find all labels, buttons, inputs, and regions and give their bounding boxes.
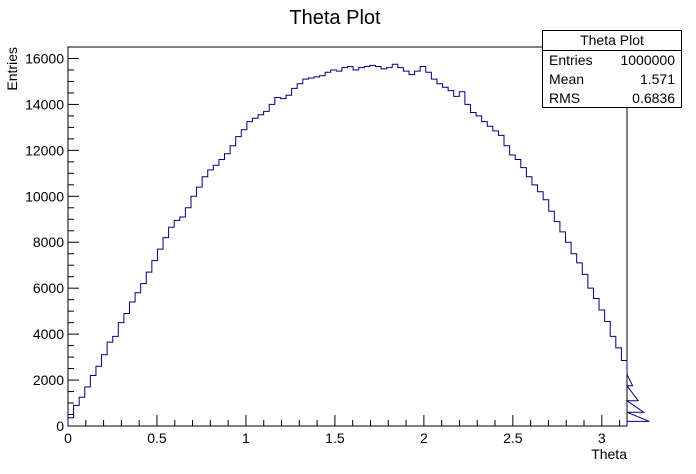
x-tick-label: 1 xyxy=(242,430,250,446)
y-tick-label: 4000 xyxy=(33,326,64,342)
y-tick-label: 2000 xyxy=(33,372,64,388)
y-tick-label: 16000 xyxy=(25,50,64,66)
x-axis-label: Theta xyxy=(591,446,627,462)
x-tick-label: 2.5 xyxy=(503,430,523,446)
plot-frame xyxy=(67,46,628,427)
stats-label: Mean xyxy=(549,71,585,87)
chart-title: Theta Plot xyxy=(289,7,381,29)
axes: 0 0.5 1 1.5 2 2.5 3 0 2000 4000 6000 8000 10000 12000… xyxy=(25,50,621,446)
stats-box: Theta Plot Entries 1000000 Mean 1.571 RM… xyxy=(542,30,682,108)
stats-label: Entries xyxy=(549,52,593,68)
x-tick-label: 1.5 xyxy=(325,430,345,446)
stats-label: RMS xyxy=(549,90,581,106)
y-tick-label: 6000 xyxy=(33,280,64,296)
stats-row-entries: Entries 1000000 xyxy=(543,51,681,70)
stats-box-title: Theta Plot xyxy=(543,31,681,51)
x-tick-label: 0 xyxy=(64,430,72,446)
y-tick-label: 10000 xyxy=(25,188,64,204)
y-tick-label: 14000 xyxy=(25,96,64,112)
stats-value: 1.571 xyxy=(639,71,675,87)
x-tick-label: 2 xyxy=(420,430,428,446)
stats-row-mean: Mean 1.571 xyxy=(543,70,681,89)
y-tick-label: 0 xyxy=(56,418,64,434)
y-tick-label: 8000 xyxy=(33,234,64,250)
stats-value: 0.6836 xyxy=(632,90,675,106)
y-tick-label: 12000 xyxy=(25,142,64,158)
stats-row-rms: RMS 0.6836 xyxy=(543,89,681,108)
histogram-series xyxy=(67,63,650,426)
x-tick-label: 3 xyxy=(598,430,606,446)
y-axis-label: Entries xyxy=(4,47,20,91)
stats-value: 1000000 xyxy=(620,52,675,68)
x-tick-label: 0.5 xyxy=(147,430,167,446)
